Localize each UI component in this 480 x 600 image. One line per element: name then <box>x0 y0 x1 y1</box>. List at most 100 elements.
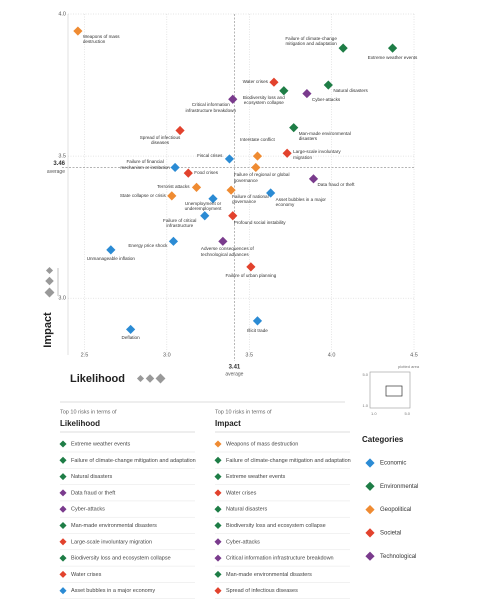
average-label: average <box>225 371 243 377</box>
x-tick-label: 4.5 <box>410 352 418 358</box>
point-label: Spread of infectious diseases <box>139 134 181 145</box>
list-marker <box>214 587 222 595</box>
list-item: Data fraud or theft <box>71 490 116 496</box>
x-tick-label: 3.0 <box>163 352 171 358</box>
point-label: Adverse consequences of technological ad… <box>200 246 254 257</box>
x-axis-label: Likelihood <box>70 373 125 385</box>
data-point <box>387 43 398 53</box>
point-label: Extreme weather events <box>367 55 418 61</box>
list-item: Water crises <box>226 490 257 496</box>
point-label: Terrorist attacks <box>157 184 190 190</box>
point-label: Illicit trade <box>247 327 268 333</box>
point-label: Man-made environmental disasters <box>298 130 351 141</box>
data-point <box>126 324 136 335</box>
list-marker <box>214 570 222 578</box>
list-item: Water crises <box>71 572 102 578</box>
list-item: Man-made environmental disasters <box>226 572 312 578</box>
data-point <box>218 236 228 246</box>
list-marker <box>214 473 222 481</box>
point-label: Food crises <box>194 170 219 176</box>
list-item: Cyber-attacks <box>71 507 105 513</box>
point-label: Failure of regional or global governance <box>233 172 290 183</box>
data-point <box>106 245 116 255</box>
list-marker <box>59 440 67 448</box>
legend-label: Technological <box>380 554 416 560</box>
inset-area <box>385 385 403 397</box>
average-value: 3.41 <box>229 365 241 371</box>
point-label: Critical information infrastructure brea… <box>185 102 237 113</box>
legend-label: Economic <box>380 461 406 467</box>
point-label: Biodiversity loss and ecosystem collapse <box>242 94 285 105</box>
list-marker <box>214 489 222 497</box>
list-marker <box>214 538 222 546</box>
list-marker <box>214 554 222 562</box>
inset: plotted area 5.0 1.0 1.0 5.0 <box>362 364 419 416</box>
list-marker <box>59 489 67 497</box>
point-label: Failure of financial mechanism or instit… <box>120 159 170 170</box>
point-label: Failure of climate-change mitigation and… <box>285 36 337 47</box>
list-marker <box>59 505 67 513</box>
data-point <box>168 236 179 246</box>
list-item: Extreme weather events <box>71 441 131 447</box>
average-label: average <box>47 169 65 175</box>
point-label: Water crises <box>242 79 268 85</box>
point-label: Fiscal crises <box>197 152 223 158</box>
data-point <box>266 188 276 198</box>
x-tick-label: 4.0 <box>328 352 336 358</box>
list-item: Biodiversity loss and ecosystem collapse <box>71 556 171 562</box>
data-point <box>246 262 256 272</box>
data-point <box>226 185 236 195</box>
inset-tick: 5.0 <box>404 411 410 416</box>
y-axis-label: Impact <box>42 312 54 348</box>
point-label: Natural disasters <box>333 88 368 94</box>
data-point <box>191 182 202 192</box>
inset-frame <box>369 371 411 409</box>
point-label: Unmanageable inflation <box>86 255 135 261</box>
legend-label: Geopolitical <box>380 507 411 513</box>
list-marker <box>214 440 222 448</box>
legend-marker <box>365 551 375 561</box>
data-point <box>308 174 319 184</box>
legend-label: Societal <box>380 530 401 536</box>
data-point <box>200 211 210 221</box>
point-label: Failure of critical infrastructure <box>163 217 197 229</box>
list-heading: Top 10 risks in terms of <box>215 409 272 415</box>
data-point <box>269 77 279 87</box>
data-point <box>170 162 180 173</box>
inset-tick: 1.0 <box>371 411 377 416</box>
list-item: Large-scale involuntary migration <box>71 539 152 545</box>
list-item: Asset bubbles in a major economy <box>71 588 155 594</box>
data-point <box>228 211 238 221</box>
glyph <box>136 374 145 383</box>
point-label: Deflation <box>121 335 140 341</box>
point-label: Failure of national governance <box>232 194 269 205</box>
data-point <box>251 162 261 173</box>
inset-label: plotted area <box>398 364 420 369</box>
data-point <box>302 88 312 99</box>
list-item: Natural disasters <box>71 474 113 480</box>
list-item: Natural disasters <box>226 507 268 513</box>
glyph <box>45 266 54 275</box>
list-item: Failure of climate-change mitigation and… <box>71 458 196 464</box>
point-label: Energy price shock <box>128 243 168 249</box>
legend-title: Categories <box>362 435 404 444</box>
point-label: Weapons of mass destruction <box>82 34 120 45</box>
point-label: Interstate conflict <box>240 137 275 143</box>
axis-glyphs <box>44 266 166 384</box>
point-label: Large-scale involuntary migration <box>293 149 341 160</box>
data-point <box>224 154 235 164</box>
list-item: Spread of infectious diseases <box>226 588 298 594</box>
list-heading: Top 10 risks in terms of <box>60 409 117 415</box>
point-label: Asset bubbles in a major economy <box>275 197 326 208</box>
data-point <box>208 194 218 204</box>
average-value: 3.46 <box>53 161 65 167</box>
data-point <box>289 123 299 133</box>
legend-label: Environmental <box>380 484 418 490</box>
glyph <box>155 373 166 384</box>
list-title: Likelihood <box>60 419 100 428</box>
list-item: Man-made environmental disasters <box>71 523 157 529</box>
list-marker <box>214 521 222 530</box>
list-marker <box>214 505 222 513</box>
